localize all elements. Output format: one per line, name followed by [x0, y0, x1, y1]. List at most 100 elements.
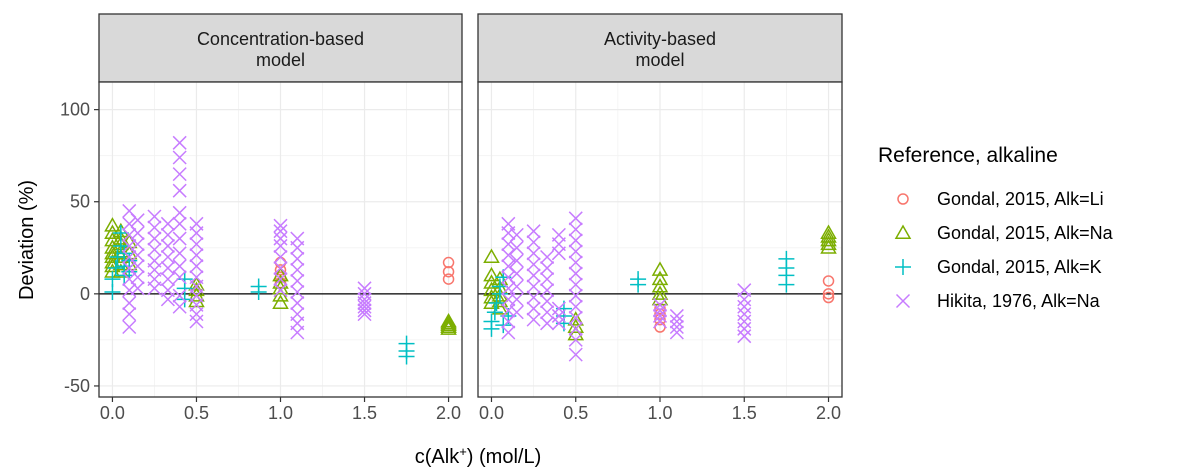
data-point — [172, 231, 187, 246]
data-point — [737, 329, 752, 344]
data-point — [551, 308, 566, 323]
legend-label: Gondal, 2015, Alk=Li — [937, 189, 1104, 209]
facet-strip-line: model — [635, 50, 684, 70]
data-point — [540, 294, 555, 309]
data-point — [651, 285, 669, 300]
data-point — [540, 305, 555, 320]
x-axis-title-sup: + — [459, 444, 467, 459]
data-point — [551, 301, 566, 316]
facet-strip-line: Activity-based — [604, 29, 716, 49]
data-point — [495, 317, 512, 334]
data-point — [568, 310, 583, 325]
data-point — [357, 296, 372, 311]
data-point — [290, 262, 305, 277]
x-tick-label: 1.0 — [268, 403, 293, 423]
legend-item-1: Gondal, 2015, Alk=Li — [897, 189, 1104, 209]
data-point — [130, 281, 145, 296]
data-point — [442, 273, 455, 285]
legend-title: Reference, alkaline — [878, 144, 1058, 167]
series-4-points — [501, 211, 752, 362]
y-axis-title: Deviation (%) — [16, 180, 38, 300]
data-point — [290, 273, 305, 288]
data-point — [290, 296, 305, 311]
series-4-points — [122, 135, 372, 340]
x-tick-label: 0.5 — [563, 403, 588, 423]
data-point — [121, 263, 138, 280]
data-point — [526, 246, 541, 261]
x-tick-label: 1.5 — [352, 403, 377, 423]
x-tick-label: 1.0 — [647, 403, 672, 423]
data-point — [442, 265, 455, 278]
data-point — [147, 209, 162, 224]
data-point — [112, 225, 129, 242]
data-point — [440, 316, 457, 332]
data-point — [486, 304, 503, 321]
data-point — [526, 257, 541, 272]
data-point — [526, 290, 541, 305]
data-point — [568, 255, 583, 270]
data-point — [440, 312, 457, 328]
facet-strip — [98, 13, 463, 83]
data-point — [551, 246, 566, 261]
data-point — [737, 292, 752, 307]
facet-strip-line: model — [256, 50, 305, 70]
data-point — [273, 238, 288, 253]
data-point — [652, 314, 668, 329]
data-point — [654, 302, 666, 315]
data-point — [568, 222, 583, 237]
data-point — [540, 261, 555, 276]
series-2-points — [483, 224, 837, 341]
data-point — [509, 227, 524, 242]
data-point — [122, 307, 137, 322]
data-point — [130, 213, 145, 228]
y-tick-label: 50 — [70, 192, 90, 212]
data-point — [737, 321, 752, 336]
data-point — [107, 260, 124, 277]
data-point — [189, 248, 204, 263]
data-point — [820, 235, 837, 251]
data-point — [651, 261, 669, 276]
data-point — [526, 235, 541, 250]
data-point — [172, 205, 187, 220]
data-point — [273, 272, 288, 287]
data-point — [147, 231, 162, 246]
data-point — [568, 244, 583, 259]
data-point — [526, 279, 541, 294]
legend-key — [895, 293, 911, 309]
facet-strip-label: Activity-based model — [604, 29, 716, 70]
x-tick-label: 2.0 — [436, 403, 461, 423]
data-point — [272, 287, 289, 302]
data-point — [273, 261, 288, 276]
data-point — [172, 150, 187, 165]
data-point — [669, 319, 684, 335]
data-point — [501, 325, 516, 340]
data-point — [568, 347, 583, 362]
data-point — [160, 272, 175, 287]
data-point — [540, 249, 555, 265]
series-1-points — [654, 275, 835, 333]
data-point — [654, 313, 666, 326]
legend-item-2: Gondal, 2015, Alk=Na — [894, 223, 1114, 243]
data-point — [526, 301, 541, 316]
data-point — [172, 167, 187, 182]
data-point — [290, 240, 305, 255]
data-point — [822, 288, 835, 300]
data-point — [509, 279, 524, 294]
data-point — [189, 259, 204, 274]
data-point — [172, 299, 187, 314]
data-point — [568, 299, 583, 314]
data-point — [526, 312, 541, 327]
data-point — [652, 297, 668, 312]
data-point — [737, 307, 752, 322]
data-point — [568, 288, 583, 303]
data-point — [652, 303, 668, 318]
data-point — [483, 313, 500, 330]
data-point — [160, 216, 175, 231]
data-point — [188, 287, 205, 302]
y-tick-label: 0 — [80, 284, 90, 304]
data-point — [130, 270, 145, 285]
data-point — [509, 266, 524, 281]
data-point — [442, 256, 455, 269]
data-point — [669, 325, 684, 340]
data-point — [272, 294, 289, 310]
